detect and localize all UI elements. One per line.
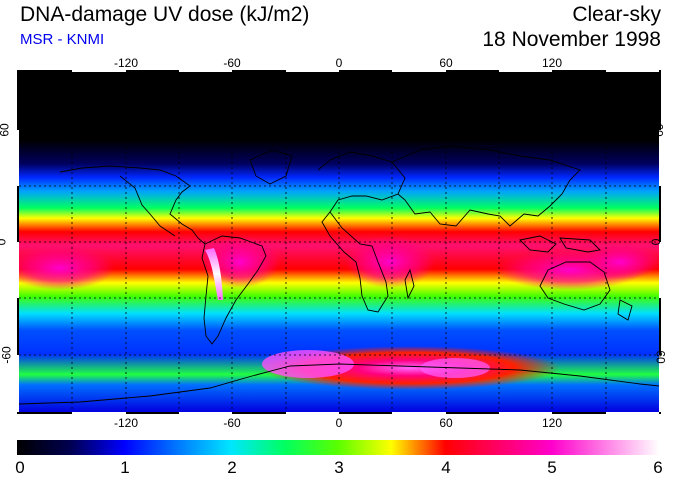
lon-tick-bottom: -120 [113, 416, 139, 430]
lon-tick-top: 120 [541, 56, 563, 70]
source-label: MSR - KNMI [20, 31, 105, 48]
lon-tick-top: 0 [335, 56, 343, 70]
lon-tick-bottom: 120 [541, 416, 563, 430]
graticule [19, 72, 659, 412]
lat-tick-right: -60 [653, 346, 668, 364]
lon-tick-bottom: -60 [223, 416, 241, 430]
lat-tick-left: 0 [0, 239, 8, 246]
lon-tick-top: -120 [113, 56, 139, 70]
lon-tick-bottom: 0 [335, 416, 343, 430]
colorbar-label: 0 [15, 458, 25, 477]
lon-tick-top: 60 [439, 56, 453, 70]
lon-tick-bottom: 60 [439, 416, 453, 430]
sky-condition-label: Clear-sky [572, 3, 661, 26]
uv-field [19, 72, 659, 412]
colorbar-label: 3 [334, 458, 344, 477]
coastlines [18, 145, 660, 405]
colorbar-label: 4 [441, 458, 451, 477]
lat-tick-left: -60 [0, 346, 14, 364]
date-label: 18 November 1998 [482, 28, 661, 51]
colorbar-label: 1 [120, 458, 130, 477]
lon-tick-top: -60 [223, 56, 241, 70]
lat-tick-left: 60 [0, 123, 12, 137]
lat-tick-right: 0 [648, 238, 663, 246]
colorbar-label: 6 [653, 458, 663, 477]
lat-tick-right: 60 [651, 123, 666, 137]
colorbar-label: 5 [547, 458, 557, 477]
frame-ruler [17, 70, 661, 414]
colorbar-label: 2 [227, 458, 237, 477]
colorbar [17, 440, 659, 455]
map-title: DNA-damage UV dose (kJ/m2) [20, 3, 310, 26]
